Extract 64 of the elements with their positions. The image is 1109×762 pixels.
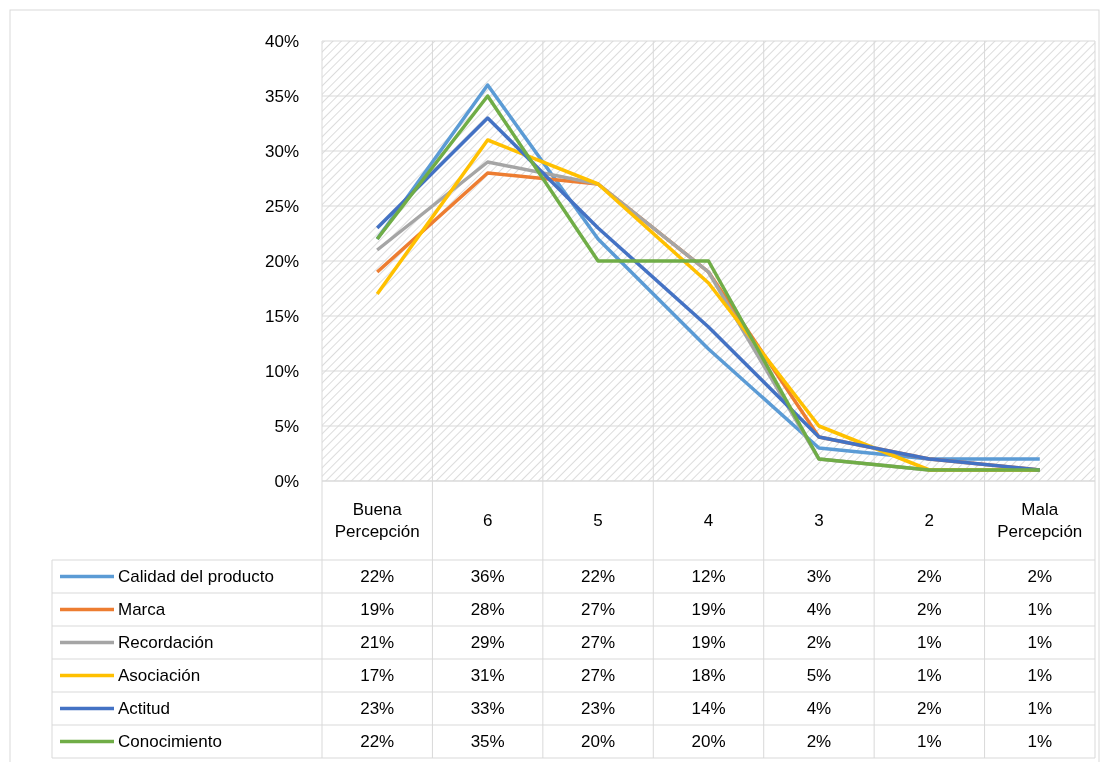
x-tick-label: 3 (814, 511, 824, 531)
data-label: 4% (806, 600, 832, 620)
data-label: 33% (470, 699, 505, 719)
data-label: 22% (360, 567, 395, 587)
y-tick-label: 40% (264, 32, 299, 52)
data-label: 27% (581, 666, 616, 686)
data-label: 1% (1027, 732, 1053, 752)
data-label: 12% (691, 567, 726, 587)
legend-label: Asociación (118, 666, 201, 686)
data-label: 14% (691, 699, 726, 719)
data-label: 27% (581, 600, 616, 620)
x-tick-label: 6 (482, 511, 493, 531)
x-tick-label: Buena Percepción (334, 500, 420, 542)
data-label: 20% (581, 732, 616, 752)
data-label: 1% (1027, 666, 1053, 686)
data-label: 1% (917, 666, 942, 686)
y-tick-label: 30% (264, 142, 299, 162)
data-label: 28% (470, 600, 505, 620)
data-label: 23% (581, 699, 616, 719)
data-label: 22% (360, 732, 395, 752)
data-label: 2% (917, 699, 942, 719)
data-label: 19% (691, 633, 726, 653)
y-tick-label: 20% (264, 252, 299, 272)
y-tick-label: 0% (274, 472, 299, 492)
data-label: 1% (1027, 600, 1053, 620)
x-tick-label: 4 (703, 511, 714, 531)
data-label: 4% (806, 699, 832, 719)
data-label: 5% (806, 666, 832, 686)
legend-label: Conocimiento (118, 732, 222, 752)
y-tick-label: 5% (274, 417, 299, 437)
y-tick-label: 10% (264, 362, 299, 382)
x-tick-label: 5 (593, 511, 603, 531)
data-label: 19% (691, 600, 726, 620)
x-tick-label: 2 (924, 511, 935, 531)
data-label: 35% (470, 732, 505, 752)
data-label: 1% (1027, 633, 1053, 653)
legend-label: Actitud (118, 699, 170, 719)
data-label: 18% (691, 666, 726, 686)
data-label: 22% (581, 567, 616, 587)
data-label: 29% (470, 633, 505, 653)
data-label: 2% (917, 600, 942, 620)
data-label: 31% (470, 666, 505, 686)
data-label: 17% (360, 666, 395, 686)
data-label: 23% (360, 699, 395, 719)
data-label: 1% (917, 633, 942, 653)
data-label: 1% (1027, 699, 1053, 719)
data-label: 2% (917, 567, 942, 587)
y-tick-label: 25% (264, 197, 299, 217)
legend-label: Calidad del producto (118, 567, 274, 587)
y-tick-label: 35% (264, 87, 299, 107)
data-label: 36% (470, 567, 505, 587)
data-label: 20% (691, 732, 726, 752)
legend-label: Marca (118, 600, 166, 620)
data-label: 19% (360, 600, 395, 620)
x-tick-label: Mala Percepción (997, 500, 1083, 542)
data-label: 3% (806, 567, 832, 587)
data-label: 2% (806, 633, 832, 653)
data-label: 2% (806, 732, 832, 752)
y-tick-label: 15% (264, 307, 299, 327)
data-label: 21% (360, 633, 395, 653)
legend-label: Recordación (118, 633, 214, 653)
data-label: 2% (1027, 567, 1053, 587)
data-label: 27% (581, 633, 616, 653)
data-label: 1% (917, 732, 942, 752)
